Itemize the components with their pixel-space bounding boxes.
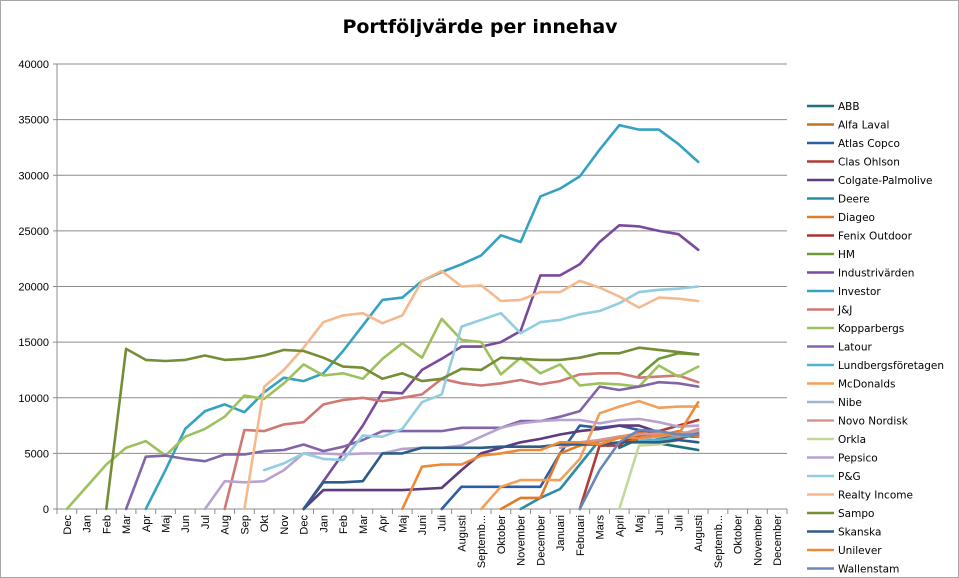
x-tick-label: Apr — [378, 515, 390, 532]
x-tick-label: Mars — [595, 515, 607, 540]
x-axis: Dec Jan Feb Mar Apr Maj Jun Jul Aug Sep Okt Nov Dec J… — [56, 508, 788, 568]
series-lines — [65, 123, 700, 511]
x-tick-label: Septemb... — [476, 515, 488, 568]
legend-label: Industrivärden — [838, 268, 914, 280]
x-tick-label: Juni — [417, 515, 429, 535]
x-tick-label: Juli — [673, 515, 685, 532]
legend-label: J&J — [837, 305, 852, 317]
series-line-22 — [105, 346, 700, 511]
legend-label: Unilever — [838, 545, 882, 557]
legend-label: McDonalds — [838, 379, 895, 391]
x-tick-label: Oktober — [496, 515, 508, 554]
x-tick-label: Jan — [318, 515, 330, 533]
y-tick-label: 5000 — [25, 448, 49, 460]
y-tick-label: 15000 — [18, 337, 49, 349]
x-tick-label: Februari — [575, 515, 587, 556]
legend-label: Pepsico — [838, 453, 878, 465]
x-tick-label: Nov — [279, 515, 291, 535]
x-tick-label: Augusti — [456, 515, 468, 552]
x-tick-label: Maj — [161, 515, 173, 533]
legend-label: Diageo — [838, 212, 875, 224]
gridlines — [57, 63, 787, 454]
series-line-12 — [65, 317, 700, 511]
y-tick-label: 35000 — [18, 115, 49, 127]
x-tick-label: Septemb... — [713, 515, 725, 568]
legend-label: Nibe — [838, 397, 862, 409]
x-tick-label: Dec — [62, 515, 74, 535]
series-line-15 — [479, 399, 700, 511]
legend-label: Alfa Laval — [838, 120, 889, 132]
legend-label: Novo Nordisk — [838, 416, 909, 428]
x-tick-label: Feb — [338, 515, 350, 534]
x-tick-label: Jul — [200, 515, 212, 529]
x-tick-label: December — [772, 515, 784, 566]
legend-label: Sampo — [838, 508, 874, 520]
legend-label: Atlas Copco — [838, 138, 900, 150]
x-tick-label: Mar — [121, 515, 133, 534]
legend-label: P&G — [838, 471, 861, 483]
legend-label: Colgate-Palmolive — [838, 175, 933, 187]
series-line-24 — [401, 400, 700, 511]
x-tick-label: Augusti — [693, 515, 705, 552]
y-tick-label: 40000 — [18, 59, 49, 71]
y-tick-label: 0 — [43, 504, 49, 516]
legend-label: Fenix Outdoor — [838, 231, 913, 243]
x-tick-label: Juni — [654, 515, 666, 535]
x-tick-label: Dec — [299, 515, 311, 535]
legend-label: HM — [838, 249, 855, 261]
legend-label: Orkla — [838, 434, 866, 446]
legend-label: Investor — [838, 286, 881, 298]
legend-label: Realty Income — [838, 490, 913, 502]
legend-label: ABB — [838, 101, 860, 113]
series-line-11 — [223, 372, 700, 511]
x-tick-label: Oktober — [733, 515, 745, 554]
x-tick-label: Okt — [259, 515, 271, 532]
x-tick-label: Juli — [437, 515, 449, 532]
x-tick-label: December — [535, 515, 547, 566]
series-line-25 — [578, 428, 700, 511]
x-tick-label: Jan — [82, 515, 94, 533]
chart-title: Portföljvärde per innehav — [342, 16, 618, 38]
x-tick-label: April — [614, 515, 626, 537]
x-tick-label: November — [752, 515, 764, 566]
y-tick-label: 30000 — [18, 170, 49, 182]
x-tick-label: Sep — [239, 515, 251, 535]
legend-label: Lundbergsföretagen — [838, 360, 944, 372]
x-tick-label: Apr — [141, 515, 153, 532]
legend-label: Kopparbergs — [838, 323, 904, 335]
legend: ABB Alfa Laval Atlas Copco Clas Ohlson Colga… — [807, 101, 944, 576]
series-line-23 — [302, 438, 700, 511]
x-tick-label: Feb — [101, 515, 113, 534]
legend-label: Skanska — [838, 527, 881, 539]
legend-label: Clas Ohlson — [838, 157, 900, 169]
y-tick-label: 20000 — [18, 282, 49, 294]
x-tick-label: Maj — [397, 515, 409, 533]
x-tick-label: Jun — [180, 515, 192, 533]
y-tick-label: 25000 — [18, 226, 49, 238]
series-line-21 — [243, 269, 700, 511]
legend-label: Deere — [838, 194, 870, 206]
x-tick-label: Mar — [358, 515, 370, 534]
x-tick-label: Januari — [555, 515, 567, 551]
x-tick-label: Aug — [220, 515, 232, 535]
x-tick-label: Maj — [634, 515, 646, 533]
legend-label: Wallenstam — [838, 564, 899, 576]
series-line-18 — [618, 438, 700, 511]
series-line-9 — [302, 224, 700, 511]
x-tick-label: November — [516, 515, 528, 566]
series-line-10 — [144, 123, 700, 511]
y-axis: 0 5000 10000 15000 20000 25000 30000 35000 40000 — [18, 59, 58, 516]
legend-label: Latour — [838, 342, 872, 354]
series-line-13 — [124, 380, 700, 511]
y-tick-label: 10000 — [18, 393, 49, 405]
